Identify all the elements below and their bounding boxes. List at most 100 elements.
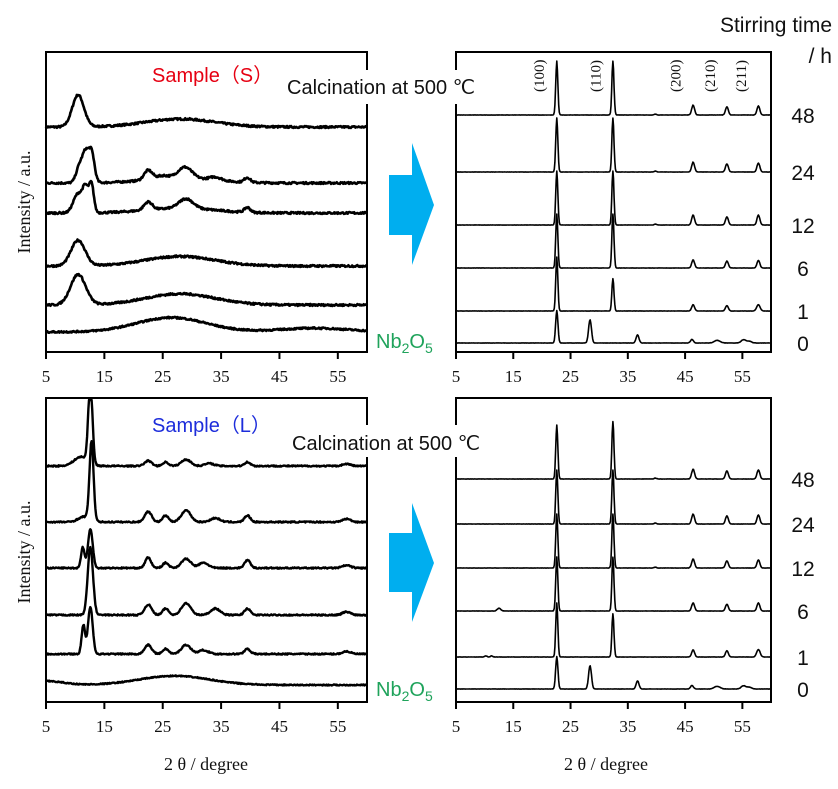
traces	[44, 93, 369, 334]
series-trace-12	[45, 179, 368, 216]
plot-frame	[455, 51, 772, 353]
series-trace-12	[455, 513, 772, 569]
x-axis-label: 2 θ / degree	[564, 754, 648, 774]
series-trace-Nb2O5	[45, 674, 368, 687]
series-trace-48	[45, 398, 368, 468]
x-tick-label: 45	[677, 717, 694, 736]
series-trace-24	[45, 440, 368, 524]
x-ticks: 5 15 25 35 45 55	[452, 352, 751, 386]
x-axis-label: 2 θ / degree	[164, 754, 248, 774]
series-trace-1	[455, 602, 772, 658]
series-trace-24	[455, 469, 772, 525]
x-tick-label: 5	[42, 717, 51, 736]
x-tick-label: 25	[154, 717, 171, 736]
plot-frame	[45, 51, 368, 353]
stirring-time-label: 48	[791, 469, 814, 492]
series-trace-24	[45, 145, 369, 186]
series-trace-0	[455, 655, 772, 690]
series-trace-1	[455, 256, 772, 312]
x-tick-label: 5	[452, 717, 461, 736]
series-trace-Nb2O5	[45, 315, 368, 334]
x-tick-label: 25	[562, 367, 579, 386]
x-ticks: 5 15 25 35 45 55	[42, 702, 346, 736]
sample-s-title: Sample（S）	[152, 64, 273, 87]
series-trace-6	[455, 556, 772, 612]
panel-sample-l: 5 15 25 35 45 55 Sample（L） Nb2O5	[42, 397, 433, 736]
x-tick-label: 25	[562, 717, 579, 736]
x-tick-label: 35	[619, 367, 636, 386]
stirring-time-labels: 48 24 12 6 1 0	[791, 105, 815, 356]
series-trace-6	[45, 545, 368, 617]
stirring-time-label: 12	[791, 558, 814, 581]
hkl-label: (200)	[669, 60, 685, 93]
sample-l-title: Sample（L）	[152, 414, 271, 437]
stirring-time-label: 48	[791, 105, 814, 128]
stirring-time-header: Stirring time	[720, 14, 832, 37]
x-ticks: 5 15 25 35 45 55	[42, 352, 346, 386]
x-ticks: 5 15 25 35 45 55	[452, 702, 751, 736]
stirring-time-label: 0	[797, 333, 809, 356]
x-tick-label: 25	[154, 367, 171, 386]
stirring-time-label: 1	[797, 301, 809, 324]
stirring-time-label: 1	[797, 647, 809, 670]
series-trace-1	[45, 605, 368, 656]
stirring-time-label: 24	[791, 514, 815, 537]
x-tick-label: 15	[96, 717, 113, 736]
stirring-time-label: 6	[797, 258, 809, 281]
series-trace-24	[455, 117, 772, 173]
nb2o5-label: Nb2O5	[376, 331, 433, 356]
traces	[455, 60, 772, 344]
x-tick-label: 35	[213, 717, 230, 736]
calcination-label-bg	[283, 70, 520, 104]
stirring-time-label: 12	[791, 215, 814, 238]
nb2o5-label: Nb2O5	[376, 679, 433, 704]
series-trace-6	[45, 238, 369, 269]
x-tick-label: 55	[734, 367, 751, 386]
series-trace-0	[455, 309, 772, 344]
calcination-label-bottom: Calcination at 500 ℃	[292, 433, 480, 455]
stirring-time-labels: 48 24 12 6 1 0	[791, 469, 815, 702]
series-trace-48	[44, 93, 368, 130]
x-tick-label: 5	[42, 367, 51, 386]
y-axis-label: Intensity / a.u.	[14, 151, 34, 254]
stirring-time-label: 24	[791, 162, 815, 185]
series-trace-12	[45, 528, 368, 570]
series-trace-12	[455, 170, 772, 226]
series-trace-48	[455, 60, 772, 116]
x-tick-label: 15	[505, 367, 522, 386]
x-tick-label: 35	[213, 367, 230, 386]
y-axis-label: Intensity / a.u.	[14, 501, 34, 604]
hkl-label: (110)	[588, 60, 604, 92]
panel-sample-s: 5 15 25 35 45 55 Sample（S） Nb2O5	[42, 51, 433, 386]
arrow-right-icon	[389, 143, 434, 265]
plot-frame	[455, 397, 772, 703]
panel-calcined-l: 5 15 25 35 45 55 48 24 12 6 1 0	[452, 397, 815, 736]
panel-calcined-s: 5 15 25 35 45 55 (100) (110) (200) (210) (211) 48…	[452, 51, 815, 386]
x-tick-label: 45	[677, 367, 694, 386]
x-tick-label: 15	[96, 367, 113, 386]
plot-frame	[45, 397, 368, 703]
hkl-label: (211)	[734, 60, 750, 92]
arrow-right-icon	[389, 503, 434, 622]
hkl-labels: (100) (110) (200) (210) (211)	[532, 60, 750, 93]
x-tick-label: 5	[452, 367, 461, 386]
x-tick-label: 15	[505, 717, 522, 736]
calcination-label-bg	[290, 425, 530, 457]
stirring-time-unit: / h	[809, 45, 832, 68]
calcination-label-top: Calcination at 500 ℃	[287, 77, 475, 99]
traces	[455, 420, 772, 690]
x-tick-label: 45	[271, 717, 288, 736]
hkl-label: (100)	[532, 60, 548, 93]
series-trace-48	[455, 420, 772, 480]
series-trace-6	[455, 213, 772, 269]
hkl-label: (210)	[703, 60, 719, 93]
x-tick-label: 55	[329, 367, 346, 386]
x-tick-label: 45	[271, 367, 288, 386]
series-trace-1	[44, 272, 369, 308]
x-tick-label: 55	[329, 717, 346, 736]
stirring-time-label: 0	[797, 679, 809, 702]
x-tick-label: 35	[619, 717, 636, 736]
x-tick-label: 55	[734, 717, 751, 736]
stirring-time-label: 6	[797, 601, 809, 624]
